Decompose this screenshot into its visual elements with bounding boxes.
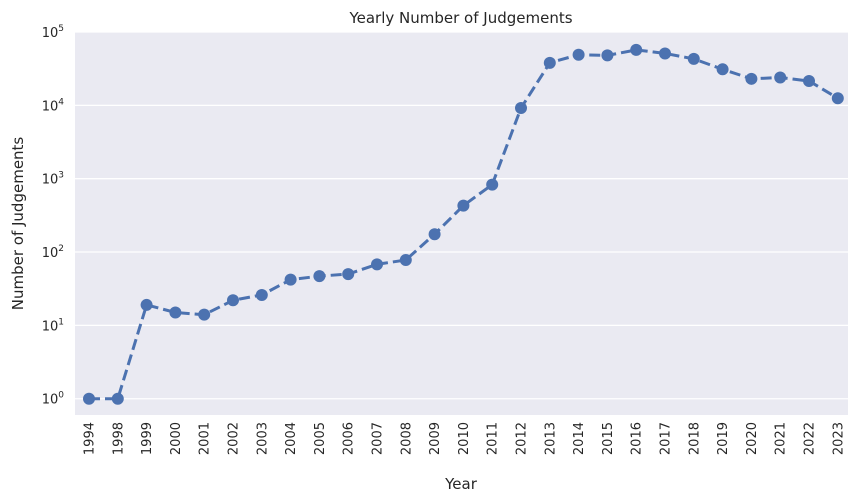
data-point [486,178,499,191]
y-tick-base: 10 [42,319,59,334]
data-point [716,63,729,76]
data-point [111,392,124,405]
data-point [313,270,326,283]
y-tick-exponent: 2 [58,244,64,254]
y-axis-label: Number of Judgements [9,137,27,311]
data-point [140,298,153,311]
grid-lines [75,31,848,400]
y-tick-base: 10 [42,173,59,188]
x-tick-label: 2014 [572,422,587,455]
x-tick-label: 2003 [255,422,270,455]
data-point [227,294,239,307]
data-point [284,273,297,286]
x-tick-label: 2015 [601,422,616,455]
data-point [601,49,614,62]
x-tick-label: 2019 [716,422,731,455]
y-tick-label: 100 [42,391,65,408]
y-tick-exponent: 5 [58,24,64,34]
y-tick-label: 104 [42,97,65,114]
x-tick-label: 2018 [687,422,702,455]
data-point [83,392,95,405]
x-tick-label: 2017 [659,422,674,455]
y-tick-label: 105 [42,24,64,41]
data-point [515,102,527,115]
x-tick-label: 2004 [284,422,299,455]
data-point [803,74,815,87]
x-tick-label: 2005 [313,422,328,455]
x-tick-label: 2011 [486,422,501,455]
y-tick-base: 10 [42,99,59,114]
y-tick-label: 103 [42,171,64,188]
data-point [342,268,355,281]
x-tick-label: 2001 [198,422,213,455]
x-tick-label: 2010 [457,422,472,455]
x-tick-label: 2002 [227,422,242,455]
data-point [457,199,470,212]
x-tick-label: 2023 [831,422,846,455]
y-tick-label: 101 [42,317,64,334]
x-tick-label: 2009 [428,422,443,455]
x-tick-label: 2007 [371,422,386,455]
series-line [89,48,839,401]
data-point [543,56,556,69]
x-tick-label: 1998 [111,422,126,455]
y-tick-exponent: 0 [58,391,64,401]
data-point [371,258,383,271]
data-point [572,48,585,61]
y-tick-exponent: 3 [58,171,64,181]
data-point [630,43,643,56]
data-series [83,43,844,405]
data-point [745,72,758,85]
data-point [198,308,211,321]
x-tick-label: 2021 [774,422,789,455]
x-axis-label: Year [444,475,478,493]
data-point [255,288,268,301]
data-point [831,92,844,105]
data-point [687,52,700,65]
x-tick-label: 2016 [630,422,645,455]
x-tick-label: 2013 [543,422,558,455]
y-tick-label: 102 [42,244,64,261]
x-tick-label: 2020 [745,422,760,455]
x-tick-label: 1994 [83,422,98,455]
data-point [399,253,412,266]
x-tick-labels: 1994 1998 1999 2000 2001 2002 2003 2004 2005 2006… [83,422,847,455]
x-tick-label: 1999 [140,422,155,455]
data-point [774,71,787,84]
y-tick-exponent: 4 [58,97,64,107]
x-tick-label: 2012 [515,422,530,455]
chart-title: Yearly Number of Judgements [348,9,572,27]
data-point [169,306,182,319]
data-point [428,228,441,241]
y-tick-exponent: 1 [58,317,64,327]
data-point [659,47,671,60]
x-tick-label: 2000 [169,422,184,455]
x-tick-label: 2008 [399,422,414,455]
y-tick-base: 10 [42,26,59,41]
x-tick-label: 2006 [342,422,357,455]
plot-background [75,32,848,415]
x-tick-label: 2022 [803,422,818,455]
y-tick-base: 10 [42,393,59,408]
y-tick-base: 10 [42,246,59,261]
